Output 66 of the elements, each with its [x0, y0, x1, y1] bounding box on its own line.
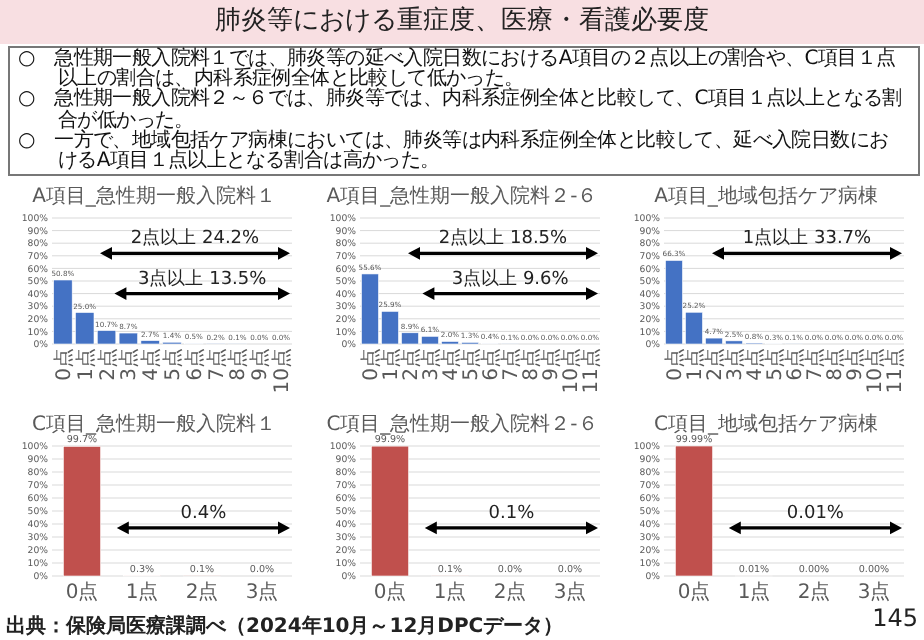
x-tick-label: 2点	[703, 348, 727, 381]
x-tick-label: 1点	[683, 348, 707, 381]
x-tick-label: 5点	[161, 348, 185, 381]
x-tick-label: 1点	[125, 580, 159, 604]
source-note: 出典：保険局医療課調べ（2024年10月～12月DPCデータ）	[6, 612, 564, 640]
x-tick-label: 0点	[51, 348, 76, 381]
annotation: 3点以上 13.5%	[138, 267, 268, 290]
x-tick-label: 9点	[539, 348, 563, 381]
x-tick-label: 7点	[803, 348, 827, 381]
annotation: 0.01%	[786, 503, 845, 524]
annotation: 0.4%	[180, 503, 228, 524]
x-tick-label: 8点	[226, 348, 251, 381]
x-tick-label: 6点	[479, 348, 503, 381]
x-tick-label: 0点	[373, 580, 407, 604]
x-tick-label: 0点	[663, 348, 687, 381]
x-tick-label: 3点	[245, 580, 279, 604]
annotation: 0.1%	[488, 503, 536, 524]
x-tick-label: 5点	[763, 348, 787, 381]
x-tick-label: 4点	[139, 348, 164, 381]
chart-title: C項目_急性期一般入院料２-６	[326, 412, 598, 436]
x-tick-label: 4点	[439, 348, 463, 381]
x-tick-label: 10点	[559, 348, 583, 394]
x-tick-label: 0点	[359, 348, 383, 381]
x-tick-label: 3点	[857, 580, 891, 604]
x-tick-label: 3点	[419, 348, 443, 381]
x-tick-label: 3点	[553, 580, 587, 604]
annotation: 2点以上 24.2%	[130, 227, 261, 250]
chart-title: A項目_急性期一般入院料２-６	[326, 184, 598, 208]
annotation: 1点以上 33.7%	[742, 227, 873, 250]
x-tick-label: 11点	[579, 348, 603, 394]
x-tick-label: 8点	[519, 348, 543, 381]
x-tick-label: 2点	[797, 580, 831, 604]
x-tick-label: 7点	[204, 348, 229, 381]
x-tick-label: 1点	[73, 348, 98, 381]
text: 肺炎等における重症度、医療・看護必要度	[0, 0, 924, 44]
chart-title: C項目_地域包括ケア病棟	[654, 412, 878, 436]
x-tick-label: 6点	[783, 348, 807, 381]
text: ○ 急性期一般入院料２～６では、肺炎等では、内科系症例全体と比較して、C項目１点以上となる割合が低かった。	[18, 88, 904, 132]
text: ○ 一方で、地域包括ケア病棟においては、肺炎等は内科系症例全体と比較して、延べ入院日数におけるA項目１点以上となる割合は高かった。	[18, 129, 891, 173]
chart-title: A項目_急性期一般入院料１	[32, 184, 276, 208]
x-tick-label: 0点	[65, 580, 99, 604]
x-tick-label: 8点	[823, 348, 847, 381]
chart-title: A項目_地域包括ケア病棟	[654, 184, 878, 208]
annotation: 3点以上 9.6%	[451, 267, 570, 290]
x-tick-label: 11点	[883, 348, 907, 394]
x-tick-label: 9点	[248, 348, 273, 381]
x-tick-label: 3点	[117, 348, 142, 381]
x-tick-label: 0点	[677, 580, 711, 604]
x-tick-label: 3点	[723, 348, 747, 381]
x-tick-label: 6点	[182, 348, 207, 381]
x-tick-label: 2点	[399, 348, 423, 381]
x-tick-label: 1点	[433, 580, 467, 604]
x-tick-label: 7点	[499, 348, 523, 381]
x-tick-label: 2点	[185, 580, 219, 604]
x-tick-label: 10点	[863, 348, 887, 394]
x-tick-label: 1点	[737, 580, 771, 604]
x-tick-label: 10点	[270, 348, 295, 394]
x-tick-label: 9点	[843, 348, 867, 381]
text: 145	[872, 604, 918, 632]
x-tick-label: 4点	[743, 348, 767, 381]
x-tick-label: 2点	[95, 348, 120, 381]
x-tick-label: 1点	[379, 348, 403, 381]
annotation: 2点以上 18.5%	[438, 227, 569, 250]
x-tick-label: 2点	[493, 580, 527, 604]
chart-title: C項目_急性期一般入院料１	[32, 412, 276, 436]
x-tick-label: 5点	[459, 348, 483, 381]
